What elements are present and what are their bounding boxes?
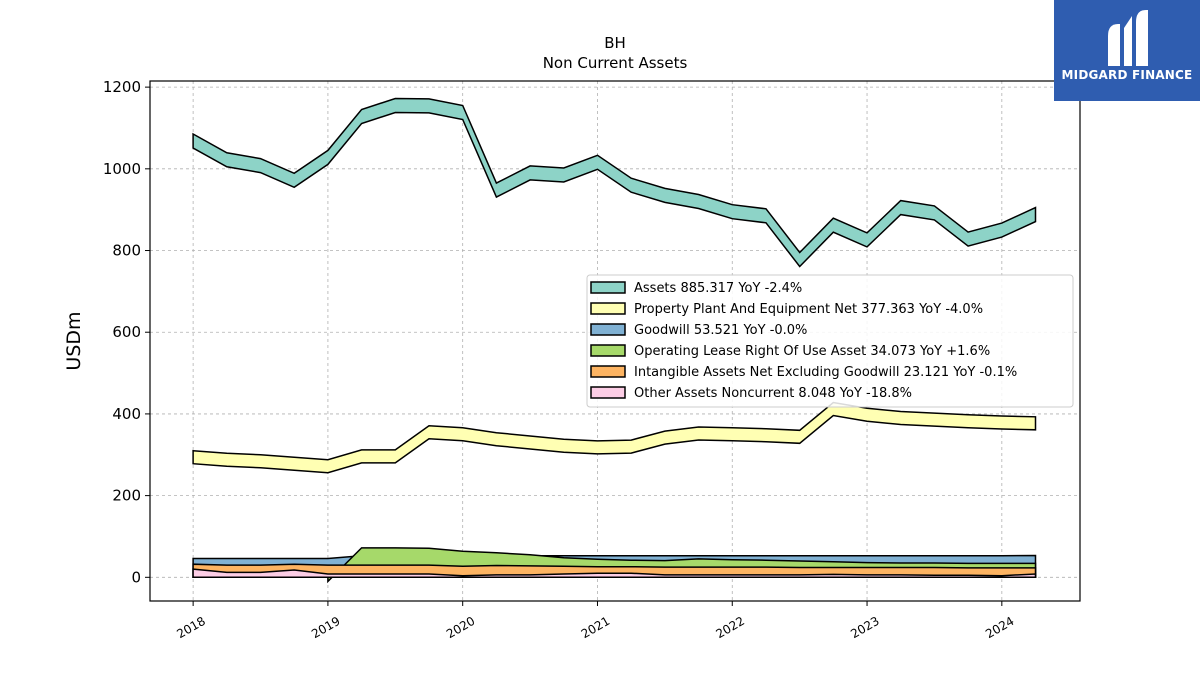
- x-tick-label: 2020: [444, 614, 477, 641]
- series-other-assets-noncurrent: [192, 568, 1037, 579]
- legend-label: Operating Lease Right Of Use Asset 34.07…: [634, 344, 990, 359]
- y-tick-label: 0: [131, 568, 141, 586]
- x-tick-label: 2018: [174, 614, 207, 641]
- legend: Assets 885.317 YoY -2.4% Property Plant A…: [586, 274, 1074, 408]
- legend-label: Goodwill 53.521 YoY -0.0%: [634, 323, 807, 338]
- legend-swatch: [590, 323, 626, 336]
- x-tick-label: 2021: [579, 614, 612, 641]
- y-tick-label: 1000: [103, 160, 141, 178]
- series-property-plant-and-equipment-net: [192, 401, 1037, 474]
- y-tick-label: 1200: [103, 78, 141, 96]
- x-tick-label: 2023: [848, 614, 881, 641]
- x-tick-label: 2022: [714, 614, 747, 641]
- y-axis: 0 200 400 600 800 1000 1200: [103, 78, 150, 586]
- plot-frame: [149, 80, 1081, 602]
- y-tick-label: 600: [112, 323, 141, 341]
- y-axis-label: USDm: [63, 311, 85, 370]
- legend-label: Property Plant And Equipment Net 377.363…: [634, 302, 983, 317]
- y-tick-label: 200: [112, 487, 141, 505]
- chart-title: BH: [604, 34, 626, 52]
- legend-swatch: [590, 365, 626, 378]
- logo-text: MIDGARD FINANCE: [1061, 68, 1193, 82]
- legend-label: Assets 885.317 YoY -2.4%: [634, 281, 802, 296]
- legend-swatch: [590, 386, 626, 399]
- x-axis: 2018 2019 2020 2021 2022 2023 2024: [174, 601, 1017, 641]
- legend-label: Other Assets Noncurrent 8.048 YoY -18.8%: [634, 386, 912, 401]
- brand-logo: MIDGARD FINANCE: [1054, 0, 1200, 101]
- legend-swatch: [590, 344, 626, 357]
- series-layer: [192, 97, 1037, 584]
- legend-label: Intangible Assets Net Excluding Goodwill…: [634, 365, 1017, 380]
- x-tick-label: 2019: [309, 614, 342, 641]
- chart-subtitle: Non Current Assets: [543, 54, 688, 72]
- legend-box: [586, 274, 1074, 408]
- y-tick-label: 800: [112, 242, 141, 260]
- x-tick-label: 2024: [983, 614, 1016, 641]
- legend-swatch: [590, 302, 626, 315]
- logo-mark-icon: [1108, 10, 1148, 66]
- y-tick-label: 400: [112, 405, 141, 423]
- series-assets: [192, 97, 1037, 268]
- legend-swatch: [590, 281, 626, 294]
